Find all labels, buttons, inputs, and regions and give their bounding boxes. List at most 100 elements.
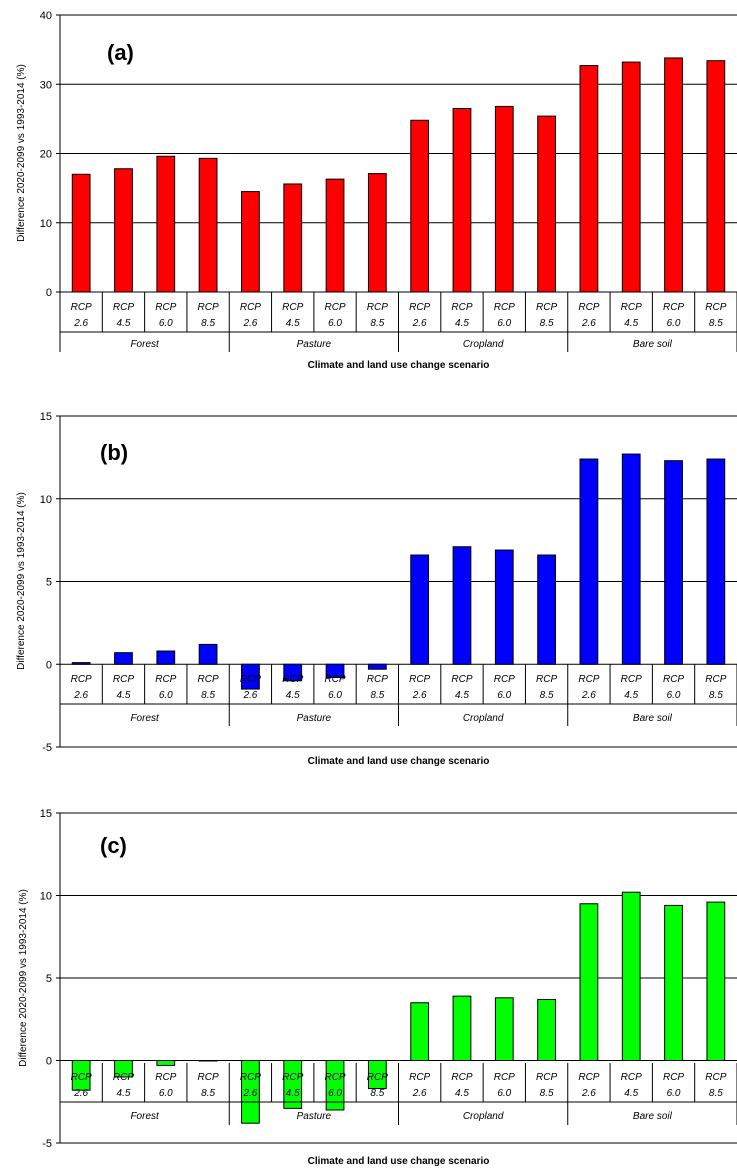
category-label-value: 2.6 <box>242 1088 257 1099</box>
bar <box>71 1060 91 1091</box>
bar <box>579 903 599 1061</box>
category-label-value: 4.5 <box>624 318 638 329</box>
category-label-value: 8.5 <box>540 1088 554 1099</box>
category-label-value: 2.6 <box>73 1088 88 1099</box>
y-tick-label: -5 <box>42 1138 52 1150</box>
category-label-value: 6.0 <box>159 690 173 701</box>
bar <box>71 173 91 293</box>
bar <box>579 65 599 293</box>
chart-panel-a: 0 10 20 30 40 RCP 2.6 RCP 4.5 RCP 6.0 RCP 8.5 RCP 2.6 R… <box>0 0 737 380</box>
y-tick-label: 5 <box>46 577 52 589</box>
y-tick-label: 30 <box>40 79 52 91</box>
bar <box>367 173 387 293</box>
category-label-value: 8.5 <box>709 1088 723 1099</box>
y-tick-label: 10 <box>40 891 52 903</box>
category-label-value: 8.5 <box>370 318 384 329</box>
category-label-value: 6.0 <box>667 690 681 701</box>
y-tick-label: 10 <box>40 494 52 506</box>
category-label-value: 4.5 <box>455 690 469 701</box>
category-label-rcp: RCP <box>198 1072 219 1083</box>
category-label-rcp: RCP <box>409 302 430 313</box>
bar <box>410 119 430 293</box>
category-label-value: 6.0 <box>159 318 173 329</box>
category-label-rcp: RCP <box>324 302 345 313</box>
category-label-value: 2.6 <box>242 318 257 329</box>
bar <box>283 183 303 293</box>
category-label-value: 4.5 <box>455 1088 469 1099</box>
category-label-value: 2.6 <box>412 1088 427 1099</box>
bar <box>706 901 726 1061</box>
y-axis-title: Difference 2020-2099 vs 1993-2014 (%) <box>18 889 29 1067</box>
category-label-value: 2.6 <box>242 690 257 701</box>
category-label-rcp: RCP <box>282 1072 303 1083</box>
category-label-value: 8.5 <box>370 690 384 701</box>
category-label-rcp: RCP <box>367 302 388 313</box>
category-label-rcp: RCP <box>578 674 599 685</box>
category-label-value: 6.0 <box>497 1088 511 1099</box>
bar <box>325 1060 345 1111</box>
group-label: Forest <box>130 1111 160 1122</box>
category-label-rcp: RCP <box>282 302 303 313</box>
category-label-value: 4.5 <box>624 1088 638 1099</box>
category-label-value: 6.0 <box>328 1088 342 1099</box>
category-label-rcp: RCP <box>705 1072 726 1083</box>
panel-label: (a) <box>107 40 134 65</box>
chart-c-svg: -5 0 5 10 15 RCP 2.6 RCP 4.5 RCP 6.0 RCP 8.5 RCP 2.6 RC… <box>18 808 737 1167</box>
y-tick-label: -5 <box>42 742 52 754</box>
bar <box>537 554 556 665</box>
category-label-rcp: RCP <box>71 302 92 313</box>
category-label-rcp: RCP <box>536 302 557 313</box>
bar <box>706 60 726 293</box>
category-label-rcp: RCP <box>578 302 599 313</box>
bar <box>325 663 345 678</box>
category-label-rcp: RCP <box>113 674 134 685</box>
category-label-rcp: RCP <box>494 302 515 313</box>
bar <box>367 1060 387 1090</box>
bar <box>241 191 260 293</box>
panel-label: (c) <box>100 833 127 858</box>
x-axis-title: Climate and land use change scenario <box>308 756 490 767</box>
group-label: Cropland <box>463 339 504 350</box>
bar <box>156 650 176 665</box>
category-label-rcp: RCP <box>155 674 176 685</box>
bar <box>664 57 683 293</box>
category-label-value: 8.5 <box>709 690 723 701</box>
group-label: Pasture <box>297 713 332 724</box>
category-label-rcp: RCP <box>451 302 472 313</box>
group-label: Forest <box>130 339 160 350</box>
x-axis-title: Climate and land use change scenario <box>308 1156 490 1167</box>
category-label-rcp: RCP <box>71 1072 92 1083</box>
category-label-rcp: RCP <box>367 674 388 685</box>
y-axis-title: Difference 2020-2099 vs 1993-2014 (%) <box>16 492 27 670</box>
category-label-rcp: RCP <box>324 1072 345 1083</box>
category-label-rcp: RCP <box>240 302 261 313</box>
group-label: Bare soil <box>633 339 673 350</box>
y-tick-label: 0 <box>46 1056 52 1068</box>
y-tick-label: 40 <box>40 10 52 22</box>
category-label-value: 2.6 <box>581 318 596 329</box>
category-label-value: 2.6 <box>73 690 88 701</box>
category-label-value: 8.5 <box>201 1088 215 1099</box>
y-axis-title: Difference 2020-2099 vs 1993-2014 (%) <box>16 64 27 242</box>
category-label-value: 8.5 <box>540 318 554 329</box>
category-label-rcp: RCP <box>621 674 642 685</box>
y-tick-label: 15 <box>40 808 52 820</box>
group-label: Forest <box>130 713 160 724</box>
category-label-value: 6.0 <box>328 318 342 329</box>
category-label-value: 4.5 <box>286 690 300 701</box>
category-label-rcp: RCP <box>705 674 726 685</box>
category-label-value: 2.6 <box>412 318 427 329</box>
bar <box>410 554 430 665</box>
category-label-value: 6.0 <box>667 1088 681 1099</box>
bar <box>494 997 514 1062</box>
y-tick-label: 20 <box>40 149 52 161</box>
category-label-value: 4.5 <box>117 690 131 701</box>
category-label-rcp: RCP <box>621 302 642 313</box>
bar <box>452 546 472 665</box>
category-label-value: 8.5 <box>370 1088 384 1099</box>
y-tick-label: 15 <box>40 411 52 423</box>
bar <box>156 1060 176 1066</box>
category-label-value: 6.0 <box>328 690 342 701</box>
bar <box>494 549 514 665</box>
bar <box>198 643 218 665</box>
